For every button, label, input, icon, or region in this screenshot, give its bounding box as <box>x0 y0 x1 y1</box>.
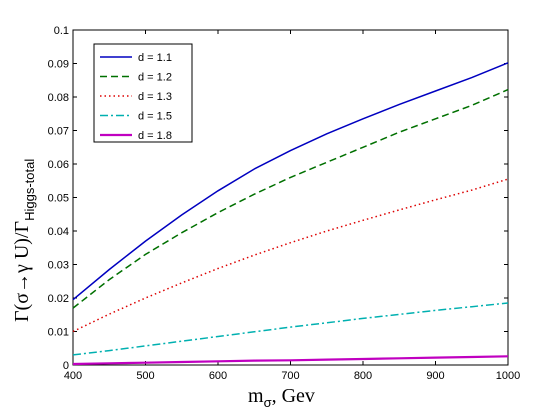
x-tick-label: 1000 <box>496 370 520 382</box>
x-tick-label: 500 <box>136 370 154 382</box>
y-axis-label: Γ(σ→γ U)/ΓHiggs-total <box>11 159 37 322</box>
x-tick-label: 700 <box>281 370 299 382</box>
legend-label-5: d = 1.8 <box>138 130 172 142</box>
x-axis-label-subscript: σ <box>264 395 272 410</box>
series-line-3 <box>72 178 509 333</box>
y-tick-label: 0.03 <box>48 260 69 272</box>
y-tick-label: 0.01 <box>48 327 69 339</box>
y-tick-label: 0.07 <box>48 126 69 138</box>
y-axis-label-subscript: Higgs-total <box>22 159 37 221</box>
legend-label-4: d = 1.5 <box>138 111 172 123</box>
legend-box <box>93 43 193 143</box>
y-tick-label: 0.06 <box>48 159 69 171</box>
x-tick-label: 400 <box>64 370 82 382</box>
x-axis-label: mσ, Gev <box>248 385 315 410</box>
y-tick-label: 0.05 <box>48 193 69 205</box>
x-tick-label: 900 <box>426 370 444 382</box>
y-tick-label: 0.09 <box>48 59 69 71</box>
y-tick-label: 0.04 <box>48 226 69 238</box>
x-axis-ticks: 400 500 600 700 800 900 1000 <box>64 30 520 382</box>
series-line-5 <box>72 355 509 366</box>
y-tick-label: 0.1 <box>54 25 69 37</box>
legend-label-2: d = 1.2 <box>138 72 172 84</box>
legend-label-3: d = 1.3 <box>138 91 172 103</box>
series-lines <box>72 62 509 366</box>
y-tick-label: 0 <box>63 360 69 372</box>
y-tick-label: 0.08 <box>48 92 69 104</box>
legend-label-1: d = 1.1 <box>138 52 172 64</box>
series-line-2 <box>72 88 509 309</box>
y-axis-ticks: 0 0.01 0.02 0.03 0.04 0.05 0.06 0.07 0.08 0.09 0.1 <box>48 25 508 372</box>
legend: d = 1.1 d = 1.2 d = 1.3 d = 1.5 d = 1.8 <box>93 43 193 143</box>
x-tick-label: 800 <box>354 370 372 382</box>
y-tick-label: 0.02 <box>48 293 69 305</box>
series-line-1 <box>72 62 509 301</box>
x-tick-label: 600 <box>209 370 227 382</box>
series-line-4 <box>72 302 509 356</box>
